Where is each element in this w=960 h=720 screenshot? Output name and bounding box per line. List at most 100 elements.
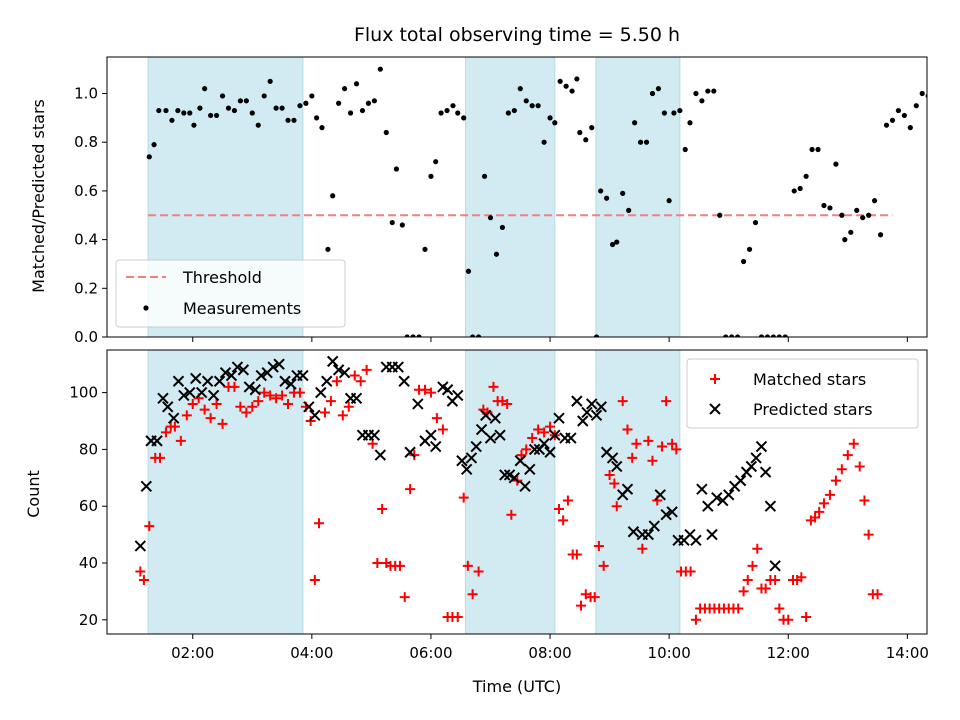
top-legend: Threshold Measurements xyxy=(115,259,346,328)
bottom-y-tick-label: 40 xyxy=(79,554,98,572)
data-point xyxy=(332,364,345,376)
data-point xyxy=(576,600,587,611)
data-point xyxy=(848,229,854,235)
data-point xyxy=(138,575,149,586)
data-point xyxy=(347,110,354,116)
data-point xyxy=(759,466,772,478)
data-point xyxy=(738,586,749,597)
data-point xyxy=(839,212,845,218)
data-point xyxy=(399,592,410,603)
data-point xyxy=(135,566,146,577)
data-point xyxy=(655,86,662,92)
data-point xyxy=(583,137,589,143)
data-point xyxy=(359,107,366,114)
data-point xyxy=(231,361,244,373)
data-point xyxy=(285,117,291,123)
data-point xyxy=(237,98,243,104)
data-point xyxy=(745,460,758,473)
data-point xyxy=(824,489,835,500)
bottom-y-tick-label: 60 xyxy=(79,497,98,515)
data-point xyxy=(237,364,250,376)
data-point xyxy=(481,173,488,179)
top-y-tick-label: 0.6 xyxy=(74,182,98,200)
data-point xyxy=(162,401,174,413)
data-point xyxy=(253,396,264,407)
data-point xyxy=(796,572,807,583)
data-point xyxy=(235,401,246,412)
data-point xyxy=(833,161,839,167)
top-y-tick-label: 1.0 xyxy=(74,85,98,103)
data-point xyxy=(758,334,765,337)
data-point xyxy=(489,412,501,424)
data-point xyxy=(225,105,232,111)
bottom-shaded-span-3 xyxy=(595,350,681,634)
bottom-x-tick-label: 08:00 xyxy=(528,644,571,662)
data-point xyxy=(169,117,175,123)
data-point xyxy=(283,398,294,409)
data-point xyxy=(377,66,383,72)
data-point xyxy=(437,424,448,435)
data-point xyxy=(750,452,762,464)
top-series-1 xyxy=(146,66,948,337)
legend-measurements-swatch xyxy=(143,305,149,311)
data-point xyxy=(243,98,249,104)
data-point xyxy=(643,139,650,145)
data-point xyxy=(631,438,642,449)
data-point xyxy=(217,418,228,429)
data-point xyxy=(319,125,325,131)
data-point xyxy=(742,575,753,586)
data-point xyxy=(848,438,859,449)
data-point xyxy=(535,103,541,109)
data-point xyxy=(866,212,872,218)
data-point xyxy=(803,173,809,179)
data-point xyxy=(187,110,193,116)
data-point xyxy=(666,506,678,518)
data-point xyxy=(187,398,198,409)
data-point xyxy=(774,603,785,614)
data-point xyxy=(285,378,297,390)
data-point xyxy=(517,86,523,92)
data-point xyxy=(201,375,214,387)
data-point xyxy=(279,375,291,387)
data-point xyxy=(565,432,577,444)
data-point xyxy=(184,386,196,399)
data-point xyxy=(314,115,320,121)
data-point xyxy=(783,614,794,625)
bottom-x-tick-label: 06:00 xyxy=(409,644,452,662)
data-point xyxy=(666,198,672,204)
data-point xyxy=(943,125,948,130)
data-point xyxy=(455,110,461,116)
data-point xyxy=(558,515,569,526)
data-point xyxy=(309,409,321,422)
data-point xyxy=(671,110,677,116)
data-point xyxy=(325,396,336,407)
data-point xyxy=(405,484,416,495)
data-point xyxy=(267,361,279,373)
data-point xyxy=(901,112,907,119)
legend-measurements-label: Measurements xyxy=(183,299,301,318)
data-point xyxy=(632,120,638,126)
data-point xyxy=(569,88,575,94)
data-point xyxy=(338,367,351,379)
data-point xyxy=(393,166,400,172)
data-point xyxy=(438,110,444,116)
data-point xyxy=(595,401,607,413)
data-point xyxy=(190,372,202,385)
data-point xyxy=(465,268,472,274)
data-point xyxy=(315,386,327,399)
data-point xyxy=(637,139,644,145)
data-point xyxy=(907,125,913,131)
data-point xyxy=(229,381,240,392)
data-point xyxy=(609,241,616,248)
data-point xyxy=(842,237,848,243)
data-point xyxy=(383,129,389,136)
top-panel: 0.0 0.2 0.4 0.6 0.8 1.0 Threshold Measurements xyxy=(74,56,948,346)
data-point xyxy=(577,129,583,136)
data-point xyxy=(647,455,658,466)
data-point xyxy=(557,78,563,84)
bottom-x-tick-label: 12:00 xyxy=(767,644,810,662)
data-point xyxy=(231,107,238,114)
data-point xyxy=(752,219,759,226)
bottom-plot-area xyxy=(134,350,883,634)
data-point xyxy=(682,146,688,153)
